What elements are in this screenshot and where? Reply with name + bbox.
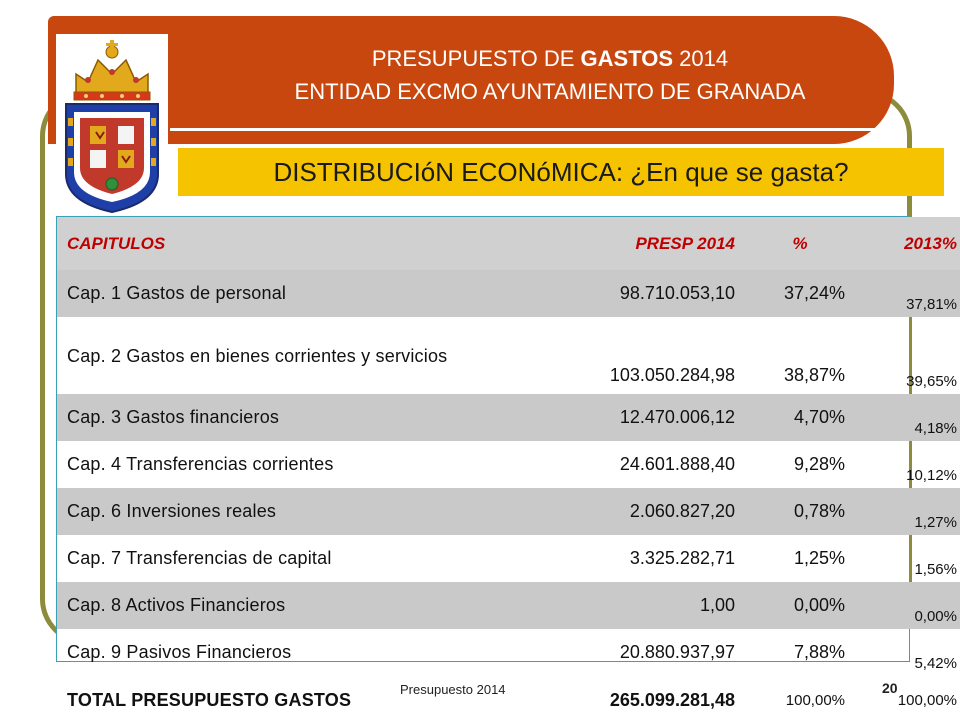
total-name: TOTAL PRESUPUESTO GASTOS: [57, 676, 499, 722]
entity-title: ENTIDAD EXCMO AYUNTAMIENTO DE GRANADA: [294, 79, 806, 104]
row-presp: 20.880.937,97: [619, 642, 735, 662]
column-header-capitulos: CAPITULOS: [57, 217, 499, 270]
row-name: Cap. 1 Gastos de personal: [57, 270, 499, 317]
row-pct: 9,28%: [793, 454, 845, 474]
granada-coat-of-arms-icon: [56, 34, 168, 214]
row-name: Cap. 3 Gastos financieros: [57, 394, 499, 441]
table-row: Cap. 4 Transferencias corrientes 24.601.…: [57, 441, 960, 488]
total-presp: 265.099.281,48: [499, 676, 745, 722]
table-row: Cap. 1 Gastos de personal 98.710.053,10 …: [57, 270, 960, 317]
row-pct-2013: 5,42%: [914, 655, 957, 672]
row-name: Cap. 9 Pasivos Financieros: [67, 642, 292, 662]
header-band: [48, 16, 894, 144]
row-pct-2013: 10,12%: [906, 467, 957, 484]
row-pct: 7,88%: [793, 642, 845, 662]
row-pct-2013: 37,81%: [855, 270, 960, 317]
row-pct: 0,78%: [745, 488, 855, 535]
page-number: 20: [882, 680, 898, 696]
slide-title: PRESUPUESTO DE GASTOS 2014: [371, 46, 729, 71]
row-pct-2013: 39,65%: [906, 373, 957, 390]
row-pct: 0,00%: [745, 582, 855, 629]
row-pct-2013: 0,00%: [855, 582, 960, 629]
table-row: Cap. 3 Gastos financieros 12.470.006,12 …: [57, 394, 960, 441]
column-header-percent: %: [745, 217, 855, 270]
row-presp: 103.050.284,98: [609, 365, 735, 385]
row-pct: 4,70%: [745, 394, 855, 441]
table-total-row: TOTAL PRESUPUESTO GASTOS 265.099.281,48 …: [57, 676, 960, 722]
total-pct: 100,00%: [745, 676, 855, 722]
row-name: Cap. 8 Activos Financieros: [57, 582, 499, 629]
budget-table: CAPITULOS PRESP 2014 % 2013% Cap. 1 Gast…: [56, 216, 960, 722]
row-presp: 12.470.006,12: [499, 394, 745, 441]
row-pct-2013: 1,27%: [855, 488, 960, 535]
column-header-2013-percent: 2013%: [855, 217, 960, 270]
row-presp: 1,00: [499, 582, 745, 629]
row-pct-2013: 4,18%: [855, 394, 960, 441]
row-presp: 98.710.053,10: [499, 270, 745, 317]
table-header-row: CAPITULOS PRESP 2014 % 2013%: [57, 217, 960, 270]
section-subtitle: DISTRIBUCIóN ECONóMICA: ¿En que se gasta…: [273, 157, 849, 187]
subtitle-band: DISTRIBUCIóN ECONóMICA: ¿En que se gasta…: [178, 148, 944, 196]
row-name: Cap. 7 Transferencias de capital: [67, 548, 332, 568]
total-pct-2013: 100,00%: [855, 676, 960, 722]
header-divider: [170, 128, 876, 131]
row-name: Cap. 2 Gastos en bienes corrientes y ser…: [67, 345, 448, 366]
table-row: Cap. 9 Pasivos Financieros 20.880.937,97…: [57, 629, 960, 677]
row-pct: 1,25%: [793, 548, 845, 568]
row-pct: 38,87%: [783, 365, 845, 385]
table-row: Cap. 6 Inversiones reales 2.060.827,20 0…: [57, 488, 960, 535]
row-presp: 3.325.282,71: [629, 548, 735, 568]
table-row: Cap. 7 Transferencias de capital 3.325.2…: [57, 535, 960, 582]
column-header-presp-2014: PRESP 2014: [499, 217, 745, 270]
footer-label: Presupuesto 2014: [400, 682, 506, 697]
table-row: Cap. 8 Activos Financieros 1,00 0,00% 0,…: [57, 582, 960, 629]
row-pct-2013: 1,56%: [914, 561, 957, 578]
row-name: Cap. 6 Inversiones reales: [57, 488, 499, 535]
table-row: Cap. 2 Gastos en bienes corrientes y ser…: [57, 317, 960, 394]
row-pct: 37,24%: [745, 270, 855, 317]
row-name: Cap. 4 Transferencias corrientes: [67, 454, 334, 474]
row-presp: 24.601.888,40: [619, 454, 735, 474]
row-presp: 2.060.827,20: [499, 488, 745, 535]
